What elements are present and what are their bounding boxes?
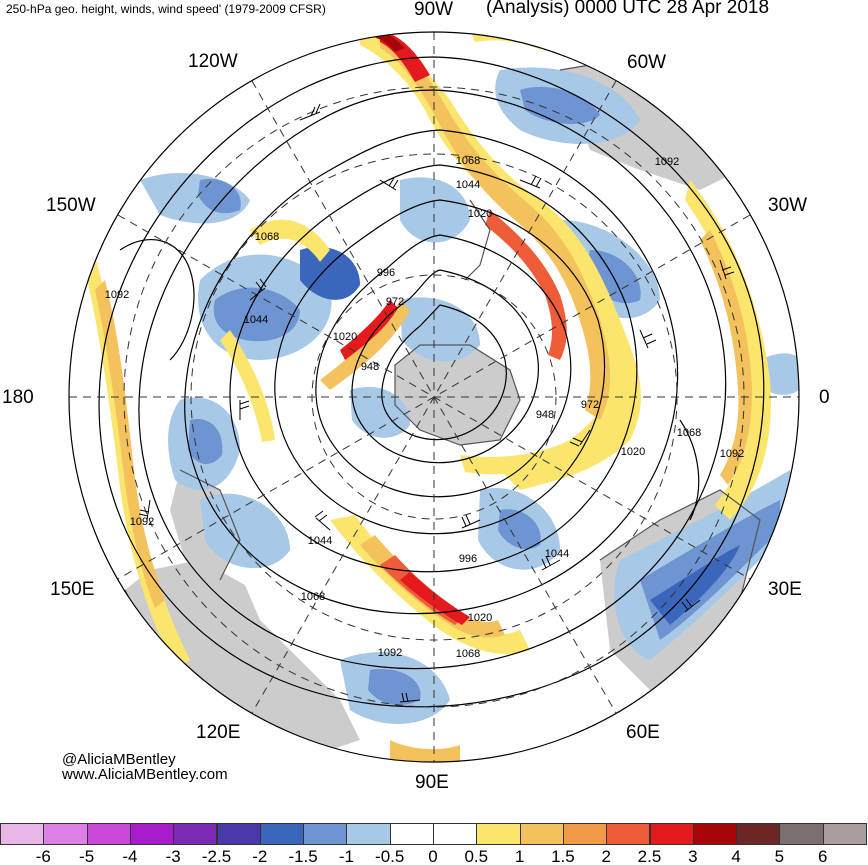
lon-label-150e: 150E (50, 579, 95, 600)
colorbar-label: 3 (688, 847, 698, 865)
lon-label-120w: 120W (188, 51, 238, 72)
colorbar-label: 1.5 (551, 847, 575, 865)
colorbar-label: -5 (79, 847, 95, 865)
colorbar-swatch (649, 823, 694, 845)
credit-website: www.AliciaMBentley.com (62, 766, 228, 783)
map-disc: 1068 1092 1044 1020 996 972 948 972 948 … (69, 32, 799, 762)
credit-twitter: @AliciaMBentley (62, 751, 176, 768)
contour-label: 1044 (308, 535, 332, 547)
contour-label: 1092 (105, 289, 129, 301)
contour-labels: 1068 1092 1044 1020 996 972 948 972 948 … (105, 155, 744, 660)
contour-label: 1044 (545, 548, 569, 560)
height-contours (98, 56, 765, 708)
colorbar-label: 1 (514, 847, 525, 865)
colorbar-label: -6 (35, 847, 51, 865)
positive-anomalies (80, 32, 771, 762)
contour-label: 1092 (130, 516, 154, 528)
lon-label-180: 180 (2, 387, 34, 408)
contour-label: 972 (386, 296, 404, 308)
contour-label: 1068 (456, 648, 480, 660)
map-boundary (68, 31, 800, 763)
colorbar-swatch (216, 823, 261, 845)
colorbar-swatch (0, 823, 45, 845)
lon-label-60w: 60W (627, 52, 667, 73)
lon-label-90w: 90W (414, 0, 454, 20)
figure-subtitle: 250-hPa geo. height, winds, wind speed' … (6, 2, 326, 16)
colorbar-swatch (303, 823, 348, 845)
wind-barbs (138, 103, 735, 703)
colorbar-label: -2.5 (201, 847, 232, 865)
colorbar-label: -1.5 (288, 847, 318, 865)
colorbar-label: 5 (774, 847, 785, 865)
colorbar-swatch (43, 823, 88, 845)
contour-label: 996 (459, 553, 477, 565)
contour-label: 972 (581, 399, 599, 411)
colorbar-label: -0.5 (375, 847, 405, 865)
contour-label: 1044 (456, 179, 480, 191)
colorbar-swatch (129, 823, 175, 845)
colorbar-label: 4 (731, 847, 741, 865)
colorbar-label: -4 (122, 847, 138, 865)
lon-label-30w: 30W (768, 195, 808, 216)
colorbar-swatch (389, 823, 434, 845)
contour-label: 948 (536, 409, 554, 421)
colorbar-label: -2 (252, 847, 268, 865)
colorbar-label: 0.5 (464, 847, 489, 865)
contour-label: 1092 (655, 156, 679, 168)
contour-label: 1068 (301, 591, 325, 603)
colorbar-swatch (259, 823, 305, 845)
colorbar-label: 0 (428, 847, 438, 865)
lon-label-150w: 150W (46, 195, 96, 216)
contour-label: 1044 (244, 314, 268, 326)
colorbar-swatch (822, 823, 867, 845)
lon-label-0: 0 (819, 387, 830, 408)
contour-label: 1020 (333, 331, 357, 343)
graticule (69, 32, 799, 762)
colorbar-swatch (562, 823, 608, 845)
colorbar-swatch (519, 823, 564, 845)
colorbar-swatch (476, 823, 521, 845)
contour-label: 1092 (378, 647, 402, 659)
contour-label: 1020 (468, 612, 492, 624)
colorbar-swatch (779, 823, 824, 845)
colorbar-label: 6 (817, 847, 828, 865)
colorbar-swatch (736, 823, 781, 845)
contour-label: 996 (377, 267, 395, 279)
contour-label: 1020 (468, 208, 492, 220)
contour-label: 1068 (255, 231, 279, 243)
lon-label-30e: 30E (768, 579, 802, 600)
contour-label: 948 (361, 361, 379, 373)
colorbar-label: -1 (338, 847, 354, 865)
contour-label: 1092 (720, 448, 744, 460)
contour-label: 1068 (456, 155, 480, 167)
colorbar-swatch (346, 823, 391, 845)
colorbar-swatch (606, 823, 651, 845)
lon-label-120e: 120E (196, 722, 241, 743)
colorbar-label: 2 (601, 847, 611, 865)
colorbar-swatch (173, 823, 218, 845)
lon-label-90e: 90E (415, 772, 449, 793)
colorbar-swatch (433, 823, 478, 845)
contour-label: 1068 (677, 427, 701, 439)
contour-label: 1020 (621, 446, 645, 458)
lon-label-60e: 60E (626, 722, 660, 743)
colorbar-swatch (692, 823, 738, 845)
colorbar-label: -3 (165, 847, 181, 865)
colorbar-label: 2.5 (637, 847, 662, 865)
colorbar-swatch (86, 823, 131, 845)
figure-title: (Analysis) 0000 UTC 28 Apr 2018 (486, 0, 770, 18)
